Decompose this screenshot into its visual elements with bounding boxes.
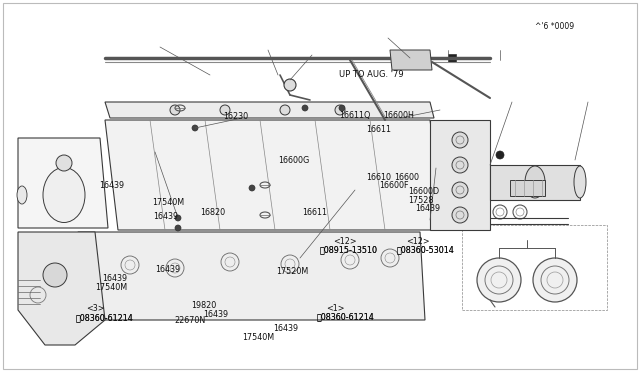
Text: 17540M: 17540M [242, 333, 274, 341]
Text: 16439: 16439 [155, 265, 180, 274]
Circle shape [220, 105, 230, 115]
Text: Ⓜ08360-61214: Ⓜ08360-61214 [76, 314, 133, 323]
Polygon shape [18, 232, 105, 345]
Ellipse shape [17, 186, 27, 204]
Polygon shape [105, 120, 445, 230]
Ellipse shape [525, 166, 545, 198]
Text: 16439: 16439 [204, 310, 228, 319]
Text: 16439: 16439 [273, 324, 298, 333]
Text: Ⓜ08360-61214: Ⓜ08360-61214 [316, 313, 374, 322]
Text: Ⓜ08360-61214: Ⓜ08360-61214 [316, 313, 374, 322]
Circle shape [452, 132, 468, 148]
Circle shape [452, 157, 468, 173]
Text: 17540M: 17540M [95, 283, 127, 292]
Circle shape [43, 263, 67, 287]
Text: 16600D: 16600D [408, 187, 440, 196]
Text: 17540M: 17540M [152, 198, 184, 207]
Text: 16611: 16611 [366, 125, 391, 134]
Polygon shape [510, 180, 545, 196]
Text: 16600: 16600 [394, 173, 419, 182]
Text: 16439: 16439 [99, 181, 124, 190]
Ellipse shape [574, 166, 586, 198]
Text: Ⓜ08360-61214: Ⓜ08360-61214 [76, 314, 133, 323]
Text: 16439: 16439 [154, 212, 179, 221]
Text: 16600F: 16600F [379, 181, 408, 190]
Text: UP TO AUG. '79: UP TO AUG. '79 [339, 70, 404, 79]
Polygon shape [430, 120, 490, 230]
Text: 22670N: 22670N [174, 316, 205, 325]
Polygon shape [18, 138, 108, 228]
Circle shape [56, 155, 72, 171]
Text: ⓙ08915-13510: ⓙ08915-13510 [320, 246, 378, 254]
Circle shape [452, 207, 468, 223]
Circle shape [335, 105, 345, 115]
Text: 16439: 16439 [102, 274, 127, 283]
Ellipse shape [43, 167, 85, 222]
Circle shape [175, 215, 181, 221]
Circle shape [175, 225, 181, 231]
Circle shape [477, 258, 521, 302]
Circle shape [284, 79, 296, 91]
Circle shape [170, 105, 180, 115]
Text: ⓙ08915-13510: ⓙ08915-13510 [320, 246, 378, 254]
Circle shape [452, 182, 468, 198]
Text: 16230: 16230 [223, 112, 248, 121]
Circle shape [533, 258, 577, 302]
Text: Ⓜ08360-53014: Ⓜ08360-53014 [397, 246, 454, 254]
Text: 16610: 16610 [366, 173, 391, 182]
Text: 16611Q: 16611Q [339, 111, 371, 120]
Circle shape [339, 105, 345, 111]
Polygon shape [105, 102, 434, 118]
Text: 16611: 16611 [302, 208, 327, 217]
Circle shape [302, 105, 308, 111]
Text: ^'6 *0009: ^'6 *0009 [535, 22, 574, 31]
Circle shape [280, 105, 290, 115]
Polygon shape [490, 165, 580, 200]
Text: <1>: <1> [326, 304, 345, 312]
Text: 16600G: 16600G [278, 156, 310, 165]
Text: 17520M: 17520M [276, 267, 308, 276]
Text: 16439: 16439 [415, 204, 440, 213]
Polygon shape [78, 232, 425, 320]
Text: <3>: <3> [86, 304, 105, 313]
Circle shape [249, 185, 255, 191]
Text: 16600H: 16600H [383, 111, 413, 120]
Circle shape [496, 151, 504, 159]
Text: 19820: 19820 [191, 301, 216, 310]
Polygon shape [390, 50, 432, 70]
Text: <12>: <12> [333, 237, 356, 246]
Text: <12>: <12> [406, 237, 430, 246]
Text: 16820: 16820 [200, 208, 225, 217]
Text: 17528: 17528 [408, 196, 434, 205]
Circle shape [192, 125, 198, 131]
FancyBboxPatch shape [448, 54, 456, 62]
Text: Ⓜ08360-53014: Ⓜ08360-53014 [397, 246, 454, 254]
